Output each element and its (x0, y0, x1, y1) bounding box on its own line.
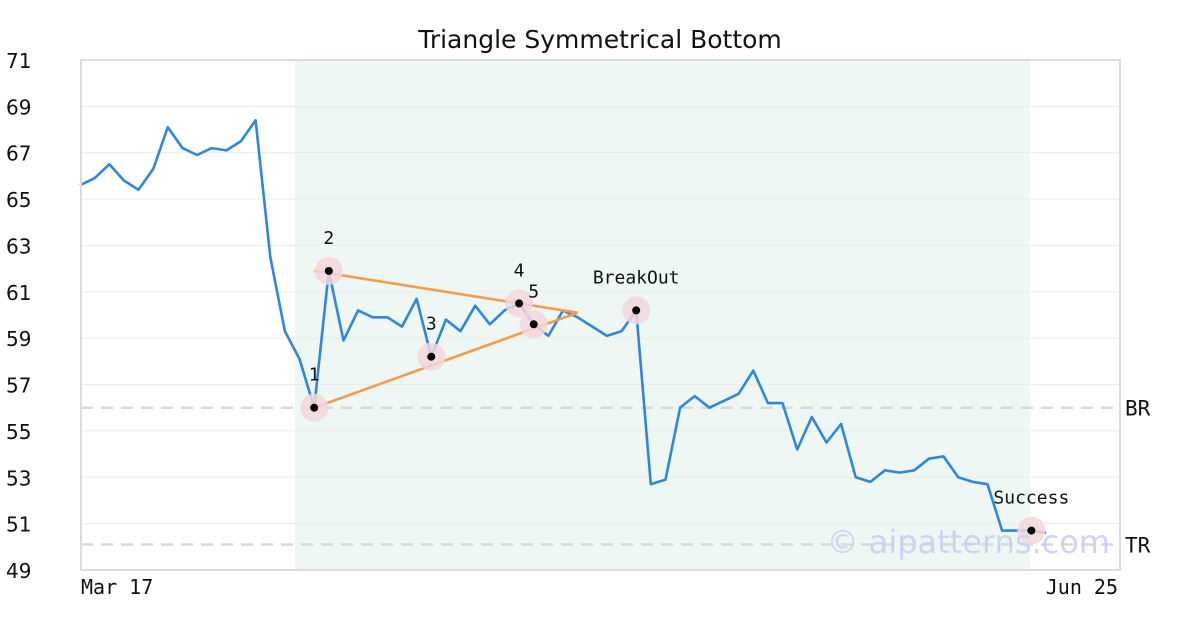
point-marker-success (1027, 526, 1036, 535)
y-tick-label: 51 (6, 513, 31, 537)
x-tick-label: Jun 25 (1046, 575, 1118, 599)
point-label-3: 3 (426, 314, 437, 335)
y-tick-label: 49 (6, 559, 31, 583)
point-marker-4 (515, 299, 524, 308)
point-marker-5 (529, 320, 538, 329)
x-tick-label: Mar 17 (81, 575, 153, 599)
y-tick-label: 71 (6, 49, 31, 73)
y-tick-label: 61 (6, 281, 31, 305)
point-marker-2 (324, 266, 333, 275)
y-tick-label: 67 (6, 142, 31, 166)
y-tick-label: 69 (6, 95, 31, 119)
chart-title: Triangle Symmetrical Bottom (417, 25, 782, 54)
point-label-4: 4 (514, 260, 525, 281)
plot-frame (80, 59, 1121, 571)
y-tick-label: 59 (6, 327, 31, 351)
point-label-1: 1 (309, 365, 320, 386)
point-label-breakout: BreakOut (593, 267, 680, 288)
point-marker-breakout (632, 306, 641, 315)
pattern-upper-trendline (313, 269, 578, 314)
point-marker-3 (427, 352, 436, 361)
y-tick-label: 55 (6, 420, 31, 444)
y-tick-label: 57 (6, 374, 31, 398)
point-label-5: 5 (528, 281, 539, 302)
watermark: © aipatterns.com (827, 523, 1110, 561)
reference-label-br: BR (1125, 397, 1151, 421)
point-label-2: 2 (323, 228, 334, 249)
point-label-success: Success (993, 488, 1069, 509)
reference-label-tr: TR (1125, 534, 1151, 558)
pattern-region (294, 60, 1031, 570)
point-marker-1 (310, 403, 319, 412)
y-tick-label: 65 (6, 188, 31, 212)
y-tick-label: 53 (6, 466, 31, 490)
y-tick-label: 63 (6, 234, 31, 258)
